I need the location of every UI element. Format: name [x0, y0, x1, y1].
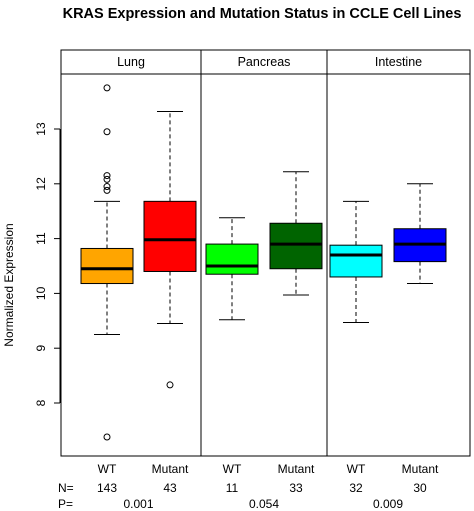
group-n: 32 — [349, 481, 363, 495]
group-n: 43 — [163, 481, 177, 495]
panel-strip-label: Lung — [117, 55, 145, 69]
outlier-point — [103, 172, 111, 180]
y-tick-label: 12 — [34, 177, 48, 191]
box-mutant: Mutant 30 — [393, 183, 447, 495]
panel-strip-label: Pancreas — [238, 55, 291, 69]
iqr-box — [205, 243, 259, 275]
group-label: WT — [98, 462, 117, 476]
iqr-box — [329, 244, 383, 278]
panel-p-value: 0.054 — [249, 497, 279, 511]
panel-strip — [60, 49, 202, 75]
panel-p-value: 0.001 — [123, 497, 153, 511]
group-n: 33 — [289, 481, 303, 495]
outlier-point — [103, 84, 111, 92]
outlier-point — [103, 128, 111, 136]
chart-title: KRAS Expression and Mutation Status in C… — [63, 6, 462, 22]
group-label: WT — [223, 462, 242, 476]
outlier-point — [103, 433, 111, 441]
box-mutant: Mutant 33 — [269, 171, 323, 495]
y-tick-label: 13 — [34, 122, 48, 136]
group-label: Mutant — [402, 462, 439, 476]
y-tick-label: 10 — [34, 286, 48, 300]
outlier-point — [103, 175, 111, 183]
group-n: 30 — [413, 481, 427, 495]
y-tick-label: 9 — [34, 345, 48, 352]
panel-strip-label: Intestine — [375, 55, 422, 69]
y-axis: 8 9 10 11 12 13 — [34, 122, 61, 406]
y-tick-label: 8 — [34, 399, 48, 406]
n-row-label: N= — [58, 481, 74, 495]
p-row-label: P= — [58, 497, 73, 511]
y-tick-label: 11 — [34, 232, 48, 245]
box-mutant: Mutant 43 — [143, 110, 197, 495]
iqr-box — [80, 247, 134, 285]
y-axis-label: Normalized Expression — [2, 223, 16, 346]
box-wt: WT 143 — [80, 84, 134, 495]
group-n: 143 — [97, 481, 117, 495]
iqr-box — [143, 200, 197, 272]
outlier-point — [166, 381, 174, 389]
panel-p-value: 0.009 — [373, 497, 403, 511]
outlier-point — [103, 186, 111, 194]
iqr-box — [269, 222, 323, 270]
group-n: 11 — [226, 481, 239, 495]
panel-intestine: Intestine WT 32 Mutant 30 0.009 — [326, 49, 471, 511]
group-label: WT — [347, 462, 366, 476]
box-wt: WT 11 — [205, 217, 259, 495]
group-label: Mutant — [152, 462, 189, 476]
panel-strip — [326, 49, 471, 75]
box-wt: WT 32 — [329, 200, 383, 495]
panels-layer: Lung WT 143 Mutant 43 0.001 Pancreas WT 11 Mutant… — [60, 49, 471, 511]
panel-frame — [326, 73, 471, 457]
group-label: Mutant — [278, 462, 315, 476]
outlier-point — [103, 183, 111, 191]
panel-lung: Lung WT 143 Mutant 43 0.001 — [60, 49, 202, 511]
panel-pancreas: Pancreas WT 11 Mutant 33 0.054 — [200, 49, 328, 511]
panel-strip — [200, 49, 328, 75]
